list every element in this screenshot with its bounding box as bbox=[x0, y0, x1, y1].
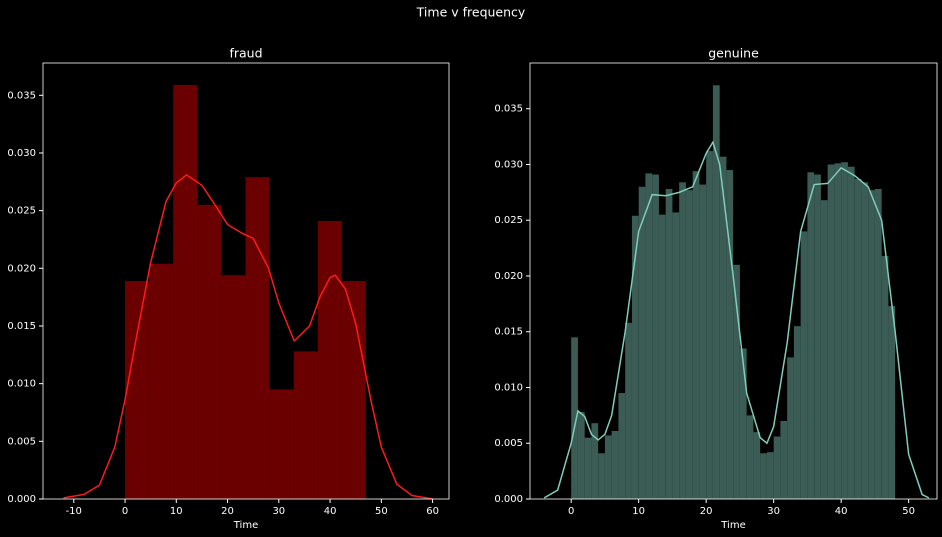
bar bbox=[197, 204, 222, 499]
x-tick-label: 40 bbox=[324, 506, 337, 517]
y-tick-label: 0.015 bbox=[494, 327, 523, 338]
bar bbox=[746, 415, 754, 499]
kde-line bbox=[543, 140, 930, 499]
bar bbox=[726, 170, 734, 500]
y-tick-label: 0.000 bbox=[7, 494, 36, 505]
y-tick-label: 0.005 bbox=[494, 438, 523, 449]
bar bbox=[692, 171, 700, 499]
bar bbox=[293, 351, 318, 499]
y-tick-label: 0.020 bbox=[7, 263, 36, 274]
bar bbox=[766, 452, 774, 499]
bar bbox=[269, 389, 294, 499]
axes-frame bbox=[42, 62, 450, 500]
y-tick-label: 0.035 bbox=[494, 104, 523, 115]
bar bbox=[317, 221, 342, 499]
bar bbox=[868, 190, 875, 499]
bar bbox=[881, 255, 889, 499]
bar bbox=[820, 200, 828, 499]
x-axis-label: Time bbox=[720, 520, 745, 531]
y-tick-label: 0.015 bbox=[7, 321, 36, 332]
x-tick-label: 20 bbox=[700, 506, 713, 517]
bar bbox=[834, 163, 842, 499]
bar bbox=[631, 215, 639, 499]
bar bbox=[685, 190, 693, 499]
bar bbox=[847, 166, 855, 500]
y-tick-label: 0.025 bbox=[7, 206, 36, 217]
y-tick-label: 0.020 bbox=[494, 271, 523, 282]
x-tick-label: 50 bbox=[375, 506, 388, 517]
x-tick-label: 40 bbox=[835, 506, 848, 517]
bar bbox=[739, 348, 747, 499]
bar bbox=[571, 337, 578, 499]
x-tick-label: -10 bbox=[66, 506, 82, 517]
bar bbox=[577, 412, 585, 499]
bar bbox=[665, 189, 673, 499]
x-tick-label: 50 bbox=[902, 506, 915, 517]
bar bbox=[584, 437, 592, 499]
bar bbox=[841, 162, 848, 499]
bar bbox=[827, 164, 835, 499]
bar bbox=[591, 423, 599, 499]
y-tick-label: 0.030 bbox=[7, 148, 36, 159]
y-tick-label: 0.005 bbox=[7, 436, 36, 447]
bar bbox=[604, 435, 612, 499]
bar bbox=[618, 393, 626, 499]
y-tick-label: 0.010 bbox=[7, 379, 36, 390]
x-tick-label: 0 bbox=[122, 506, 128, 517]
x-axis-label: Time bbox=[233, 520, 258, 531]
bar bbox=[245, 177, 270, 499]
bar bbox=[706, 151, 713, 499]
y-tick-label: 0.035 bbox=[7, 90, 36, 101]
bar bbox=[780, 420, 788, 499]
bar bbox=[733, 264, 740, 499]
axes-frame bbox=[529, 62, 938, 500]
y-tick-label: 0.025 bbox=[494, 215, 523, 226]
bar bbox=[753, 432, 761, 499]
bar bbox=[625, 322, 632, 499]
bar bbox=[149, 263, 174, 499]
bar bbox=[598, 453, 605, 499]
figure-title: Time v frequency bbox=[416, 5, 526, 20]
bar bbox=[638, 186, 646, 499]
y-tick-label: 0.030 bbox=[494, 159, 523, 170]
x-tick-label: 60 bbox=[426, 506, 439, 517]
bar bbox=[874, 189, 882, 499]
x-tick-label: 0 bbox=[568, 506, 574, 517]
x-tick-label: 10 bbox=[170, 506, 183, 517]
axes-title: fraud bbox=[229, 46, 262, 61]
kde-line bbox=[63, 173, 433, 500]
bar bbox=[800, 231, 808, 499]
y-tick-label: 0.000 bbox=[494, 494, 523, 505]
x-tick-label: 30 bbox=[272, 506, 285, 517]
bar bbox=[814, 174, 821, 499]
bar bbox=[807, 172, 815, 499]
bar bbox=[854, 178, 862, 500]
bar bbox=[760, 453, 767, 499]
bar bbox=[125, 281, 150, 499]
bar bbox=[773, 436, 781, 499]
bar bbox=[699, 184, 707, 500]
bar bbox=[611, 430, 619, 499]
axes-title: genuine bbox=[708, 46, 759, 61]
bar bbox=[672, 212, 680, 499]
bar bbox=[787, 357, 794, 499]
y-tick-label: 0.010 bbox=[494, 382, 523, 393]
bar bbox=[712, 85, 720, 499]
bar bbox=[679, 182, 686, 499]
x-tick-label: 30 bbox=[767, 506, 780, 517]
bar bbox=[793, 326, 801, 499]
bar bbox=[341, 281, 366, 499]
bar bbox=[645, 173, 653, 499]
bar bbox=[221, 275, 246, 499]
x-tick-label: 10 bbox=[632, 506, 645, 517]
bar bbox=[861, 182, 869, 499]
bar bbox=[173, 84, 198, 499]
bar bbox=[652, 174, 659, 499]
bar bbox=[719, 156, 727, 499]
bar bbox=[888, 306, 896, 499]
bar bbox=[658, 214, 666, 500]
x-tick-label: 20 bbox=[221, 506, 234, 517]
